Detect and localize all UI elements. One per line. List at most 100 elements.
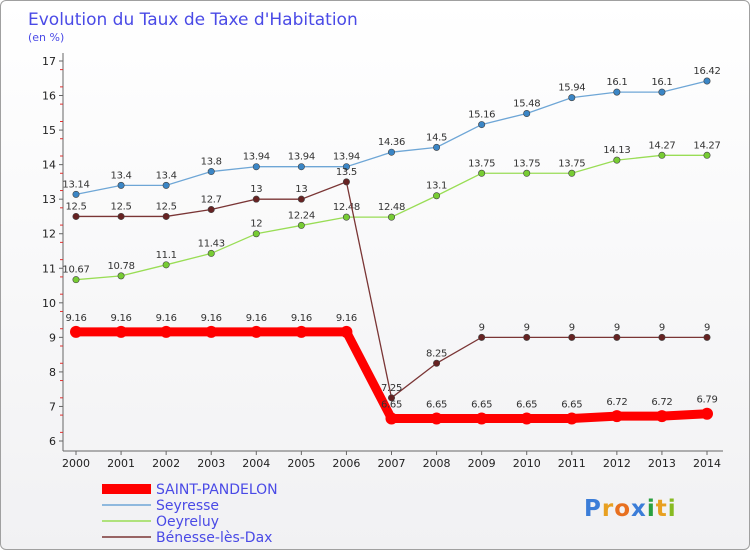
data-point — [160, 325, 173, 338]
data-label: 9.16 — [246, 313, 267, 324]
data-label: 13.4 — [111, 170, 132, 181]
legend: SAINT-PANDELONSeyresseOeyreluyBénesse-lè… — [102, 482, 278, 546]
x-tick-label: 2013 — [648, 457, 676, 470]
data-point — [520, 412, 533, 425]
data-label: 11.43 — [198, 238, 225, 249]
x-tick-label: 2005 — [287, 457, 315, 470]
x-tick-label: 2000 — [62, 457, 90, 470]
data-point — [387, 213, 395, 221]
x-tick-label: 2012 — [603, 457, 631, 470]
data-point — [205, 325, 218, 338]
data-label: 9.16 — [201, 313, 222, 324]
data-point — [613, 333, 621, 341]
data-point — [342, 213, 350, 221]
data-point — [117, 212, 125, 220]
data-label: 9.16 — [291, 313, 312, 324]
data-label: 9.16 — [111, 313, 132, 324]
data-label: 13.75 — [513, 158, 540, 169]
data-point — [568, 333, 576, 341]
logo-letter: i — [647, 496, 656, 522]
y-tick-label: 10 — [42, 297, 56, 310]
data-label: 9.16 — [65, 313, 86, 324]
data-label: 13.1 — [426, 181, 447, 192]
axes: 6 7 8 9 10 11 12 13 14 15 16 17 2000 2001 2002 2003 2004… — [42, 53, 723, 470]
data-label: 14.13 — [603, 145, 630, 156]
data-label: 9 — [479, 322, 485, 333]
data-label: 9.16 — [156, 313, 177, 324]
data-label: 10.67 — [62, 265, 89, 276]
y-tick-label: 13 — [42, 193, 56, 206]
data-label: 12.5 — [156, 201, 177, 212]
data-point — [523, 110, 531, 118]
data-point — [297, 195, 305, 203]
data-point — [250, 325, 263, 338]
data-point — [523, 169, 531, 177]
data-point — [430, 412, 443, 425]
y-tick-label: 8 — [49, 366, 56, 379]
data-point — [387, 148, 395, 156]
data-point — [162, 261, 170, 269]
data-point — [703, 151, 711, 159]
x-tick-label: 2014 — [693, 457, 721, 470]
data-label: 13.75 — [468, 158, 495, 169]
data-point — [475, 412, 488, 425]
data-label: 10.78 — [108, 261, 135, 272]
data-point — [478, 333, 486, 341]
data-label: 8.25 — [426, 348, 447, 359]
data-label: 12.5 — [111, 201, 132, 212]
y-tick-label: 7 — [49, 400, 56, 413]
data-point — [433, 359, 441, 367]
x-tick-label: 2010 — [513, 457, 541, 470]
data-point — [655, 410, 668, 423]
logo-letter: o — [614, 496, 631, 522]
data-point — [613, 156, 621, 164]
series-2: 13.14 13.4 13.4 13.8 13.94 13.94 13.94 14.36 14.… — [62, 66, 721, 198]
y-tick-label: 17 — [42, 55, 56, 68]
data-label: 13.5 — [336, 167, 357, 178]
logo-wordmark: Proxiti — [584, 496, 677, 522]
logo-letter: r — [602, 496, 614, 522]
logo-letter: x — [631, 496, 647, 522]
data-label: 13.75 — [558, 158, 585, 169]
data-point — [117, 272, 125, 280]
data-point — [385, 412, 398, 425]
y-tick-label: 6 — [49, 435, 56, 448]
data-label: 16.1 — [651, 77, 672, 88]
data-point — [478, 169, 486, 177]
data-label: 9 — [569, 322, 575, 333]
data-point — [340, 325, 353, 338]
data-point — [342, 163, 350, 171]
data-point — [523, 333, 531, 341]
data-label: 15.48 — [513, 99, 540, 110]
series-layer: 13.14 13.4 13.4 13.8 13.94 13.94 13.94 14.36 14.… — [62, 66, 721, 425]
data-label: 6.65 — [561, 400, 582, 411]
data-point — [568, 169, 576, 177]
y-tick-label: 16 — [42, 90, 56, 103]
data-label: 14.36 — [378, 137, 405, 148]
data-point — [162, 181, 170, 189]
data-point — [72, 212, 80, 220]
data-label: 15.94 — [558, 83, 585, 94]
data-label: 13.94 — [333, 152, 360, 163]
logo-letter: i — [668, 496, 677, 522]
data-label: 6.79 — [696, 395, 717, 406]
logo-letter: t — [656, 496, 668, 522]
series-3: 10.67 10.78 11.1 11.43 12 12.24 12.48 12.48 13.1… — [62, 140, 721, 284]
y-tick-label: 12 — [42, 228, 56, 241]
y-tick-label: 11 — [42, 262, 56, 275]
y-tick-label: 9 — [49, 331, 56, 344]
data-point — [478, 121, 486, 129]
data-label: 13.14 — [62, 179, 89, 190]
data-point — [701, 407, 713, 420]
data-label: 12.48 — [378, 202, 405, 213]
x-tick-label: 2009 — [468, 457, 496, 470]
data-label: 12.48 — [333, 202, 360, 213]
x-tick-label: 2001 — [107, 457, 135, 470]
logo-letter: P — [584, 496, 602, 522]
data-point — [117, 181, 125, 189]
data-point — [72, 190, 80, 198]
data-point — [70, 325, 82, 338]
series-4: 12.5 12.5 12.5 12.7 13 13 13.5 7.25 8.25 9 9 9 9 9 9 — [65, 167, 711, 402]
